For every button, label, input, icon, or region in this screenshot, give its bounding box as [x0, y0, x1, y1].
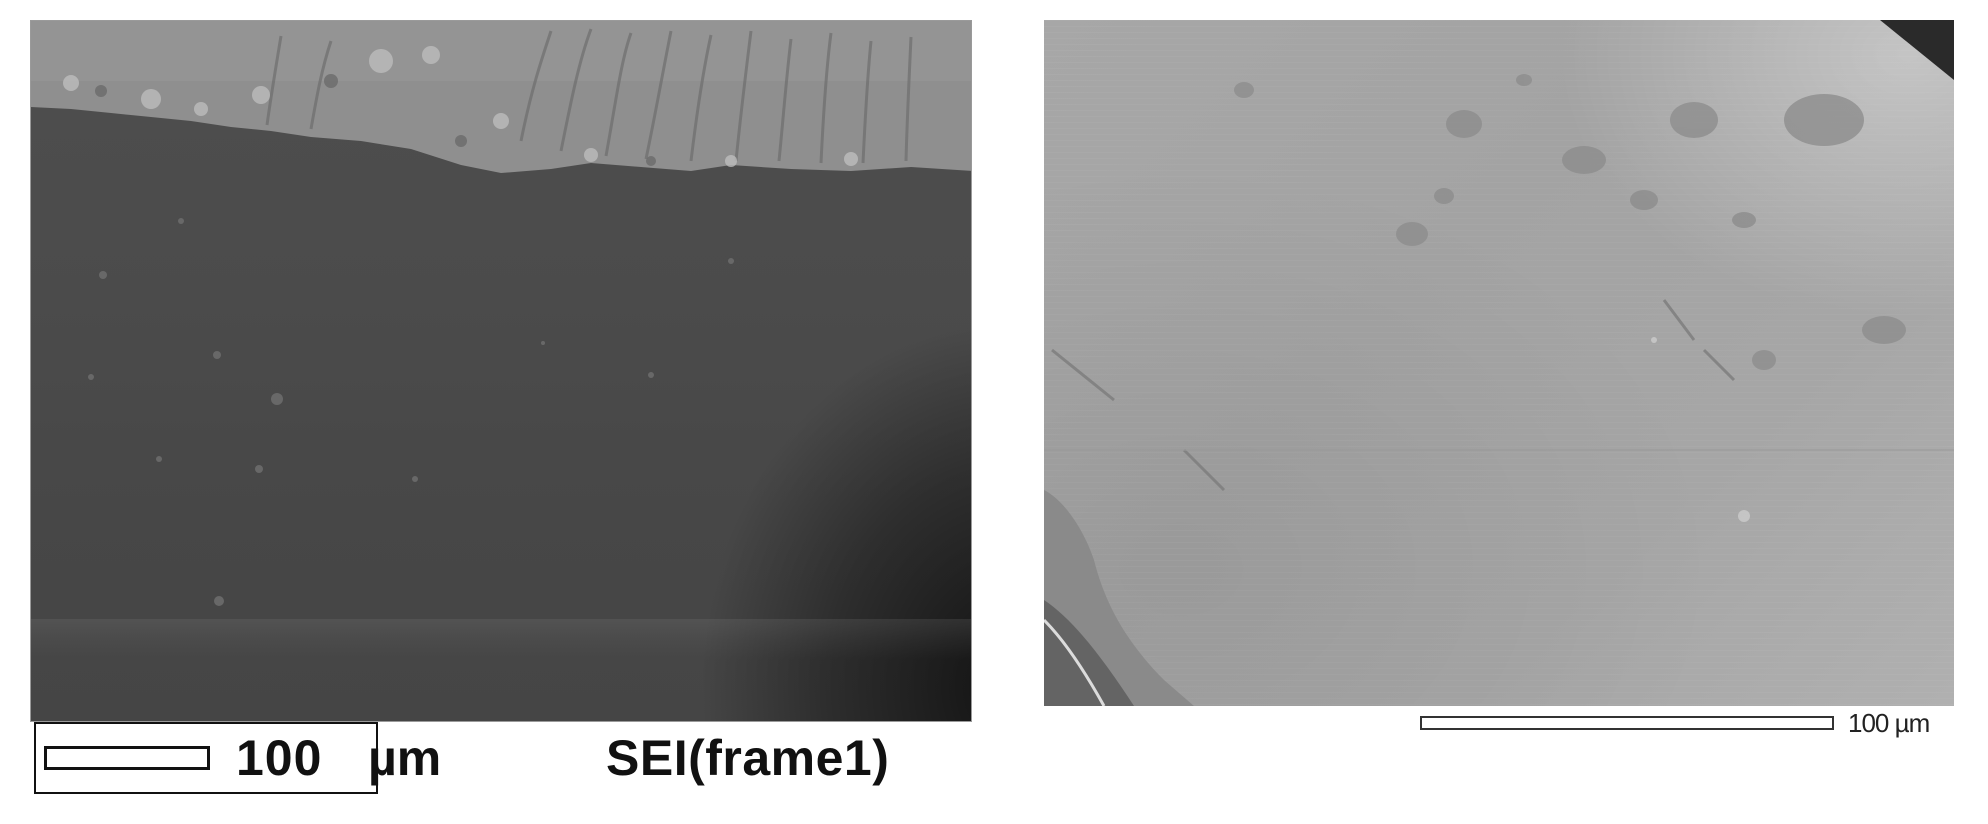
left-sem-micrograph — [30, 20, 972, 722]
left-scale-number: 100 — [236, 730, 323, 786]
right-sem-micrograph — [1044, 20, 1954, 706]
left-sem-band — [31, 619, 971, 659]
left-imaging-mode-label: SEI(frame1) — [606, 730, 890, 786]
right-scale-bar — [1420, 716, 1834, 730]
left-scale-bar — [44, 746, 210, 770]
left-scale-unit: µm — [368, 730, 442, 786]
left-sem-texture — [31, 21, 971, 606]
right-scale-label: 100 µm — [1848, 708, 1930, 738]
right-sem-texture — [1044, 20, 1954, 706]
left-scale-frame — [34, 722, 378, 794]
